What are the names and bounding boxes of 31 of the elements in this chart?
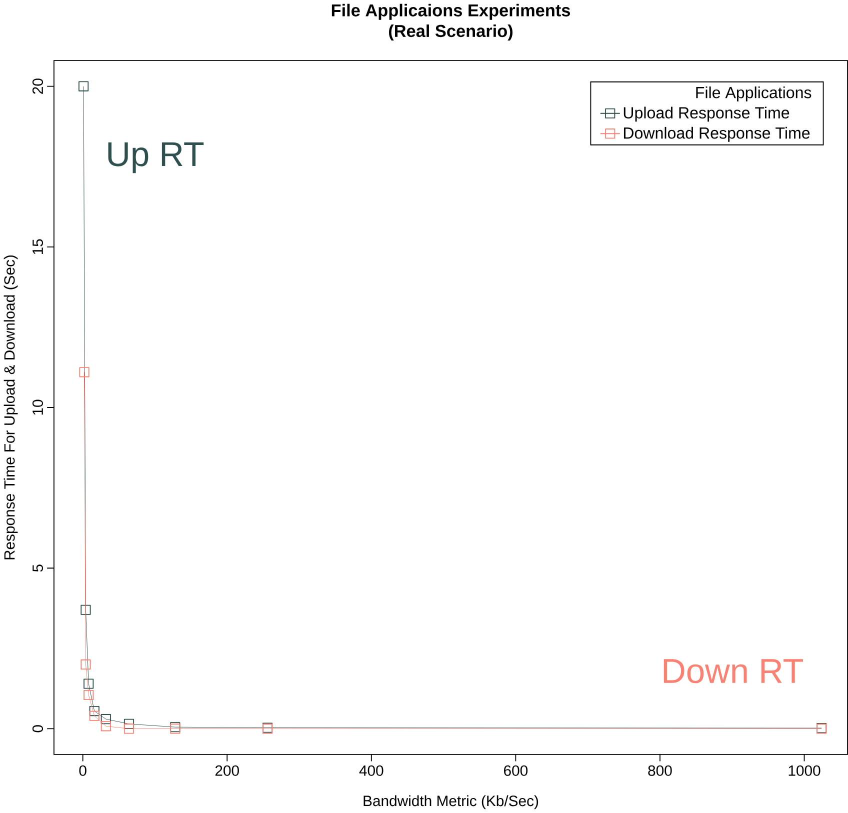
point [84, 678, 94, 689]
point [79, 367, 90, 378]
point [80, 604, 91, 615]
y-tick-label: 0 [32, 725, 44, 732]
x-tick-label: 400 [359, 765, 384, 776]
legend-label: Download Response Time [624, 126, 810, 142]
annotation: Down RT [664, 659, 804, 684]
chart-title: File Applicaions Experiments [332, 4, 570, 20]
legend-title: File Applications [696, 86, 812, 102]
x-tick-label: 200 [215, 765, 239, 776]
y-axis-title: Response Time For Upload & Download (Sec) [4, 255, 18, 560]
y-tick-label: 15 [32, 239, 44, 254]
point [89, 710, 100, 721]
y-tick-label: 20 [32, 78, 44, 94]
y-tick-label: 10 [32, 400, 44, 415]
point [89, 706, 100, 716]
x-tick-label: 0 [79, 765, 86, 776]
legend-label: Upload Response Time [624, 106, 790, 122]
point [78, 81, 89, 92]
point [100, 721, 111, 732]
chart-subtitle: (Real Scenario) [389, 24, 512, 40]
point [124, 724, 134, 734]
annotation: Up RT [108, 142, 204, 174]
x-axis-title: Bandwidth Metric (Kb/Sec) [364, 795, 538, 810]
point [100, 714, 111, 724]
point [80, 659, 91, 670]
x-tick-label: 600 [504, 765, 528, 776]
y-tick-label: 5 [32, 564, 44, 572]
x-tick-label: 800 [648, 765, 672, 776]
x-tick-label: 1000 [788, 765, 820, 776]
point [84, 690, 94, 700]
